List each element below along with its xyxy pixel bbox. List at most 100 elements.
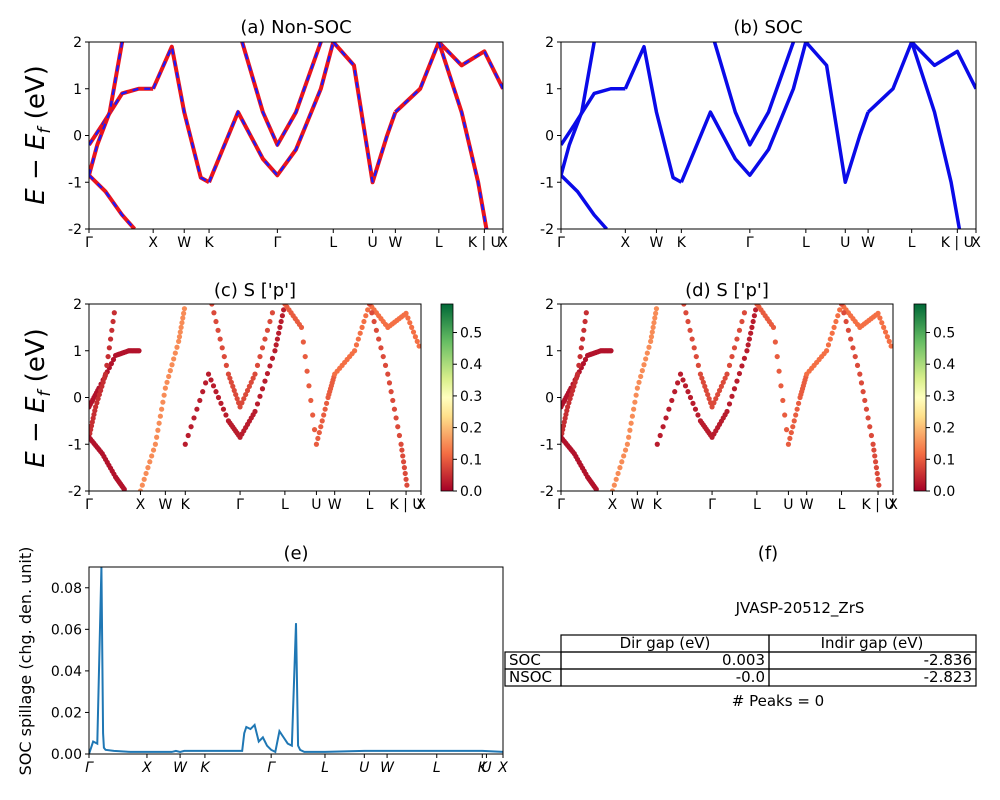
band-point-c [210,383,217,389]
band-line-b [866,42,976,114]
band-point-c [396,432,403,439]
band-point-d [689,336,695,342]
band-point-d [739,363,745,369]
band-point-d [731,345,738,351]
band-point-c [145,465,151,471]
band-point-d [774,353,780,360]
band-point-d [858,380,865,386]
xtick-label-a: U [367,235,377,251]
xtick-label-d: Γ [708,497,716,513]
band-point-d [850,345,856,351]
band-point-d [785,441,792,447]
band-point-d [631,406,637,412]
band-point-d [619,459,625,465]
band-point-c [166,373,172,380]
ytick-label-e: 0.00 [51,747,82,763]
xtick-label-a: L [329,235,337,251]
band-point-c [257,393,263,399]
band-point-c [371,318,377,325]
band-point-d [825,342,832,348]
table-row-nsoc-indir: -2.823 [924,668,972,686]
band-point-d [633,392,639,398]
band-point-c [161,392,167,398]
band-point-d [724,371,730,377]
band-point-c [149,453,155,459]
band-point-d [571,383,577,389]
xtick-label-d: K [653,497,663,513]
axes-frame-b [560,41,977,230]
band-point-c [154,434,160,440]
band-point-d [681,304,687,307]
table-row-nsoc-dir: -0.0 [736,668,765,686]
band-point-c [162,385,168,391]
colorbar-tick-label-c: 0.2 [460,421,482,437]
band-point-c [353,342,360,348]
band-point-d [726,362,733,368]
band-point-d [682,383,689,389]
band-point-c [259,386,266,392]
band-point-d [582,356,589,363]
band-point-d [788,429,794,436]
band-point-c [257,353,263,360]
band-point-c [304,368,310,374]
band-point-d [570,387,576,394]
plot-area-e [89,567,503,754]
band-point-d [873,465,880,471]
band-point-d [648,338,654,344]
xtick-label-c: L [281,497,289,513]
xtick-label-e: W [173,760,188,776]
band-line-b [561,87,626,146]
band-point-d [780,397,786,404]
band-point-c [398,441,404,447]
ylabel-mid-tail: (eV) [21,328,51,390]
band-point-c [313,441,320,447]
band-point-c [185,432,191,439]
band-point-d [751,313,757,319]
band-point-d [748,330,754,336]
band-point-c [404,482,410,488]
band-point-c [269,310,276,316]
band-point-c [321,412,327,418]
band-dash-a [332,42,397,183]
xtick-label-c: K | U [390,497,423,513]
xtick-label-e: L [321,760,329,776]
band-dash-a [208,42,335,183]
xtick-label-a: Γ [273,235,281,251]
band-point-c [264,370,271,377]
band-point-c [402,470,408,477]
plot-area-a [89,42,503,229]
band-point-c [211,310,217,316]
ytick-label-b: -2 [540,222,554,238]
xtick-label-d: Γ [557,497,565,513]
band-line-b [712,42,796,147]
band-point-d [874,470,880,477]
band-point-c [99,383,105,389]
band-point-c [106,345,112,351]
band-point-d [567,396,573,402]
band-point-c [323,400,330,406]
xtick-label-e: X [497,760,508,776]
colorbar-tick-label-d: 0.4 [933,357,955,373]
band-point-d [872,453,878,459]
ytick-label-c: 2 [73,297,82,313]
band-point-c [150,447,157,453]
colorbar-d: 0.0 0.1 0.2 0.3 0.4 0.5 [913,303,955,500]
band-point-c [357,330,363,336]
band-point-c [414,338,420,344]
band-point-d [577,353,583,360]
band-point-d [720,379,726,385]
band-point-d [666,406,672,412]
band-point-c [213,389,219,395]
band-point-c [359,324,365,330]
band-point-c [407,320,413,326]
xtick-label-d: K | U [862,497,895,513]
xtick-label-e: U [359,760,369,776]
band-point-c [267,363,273,369]
band-point-d [646,344,652,350]
band-point-c [225,371,232,377]
band-line-a [331,42,398,185]
band-point-c [111,310,117,316]
